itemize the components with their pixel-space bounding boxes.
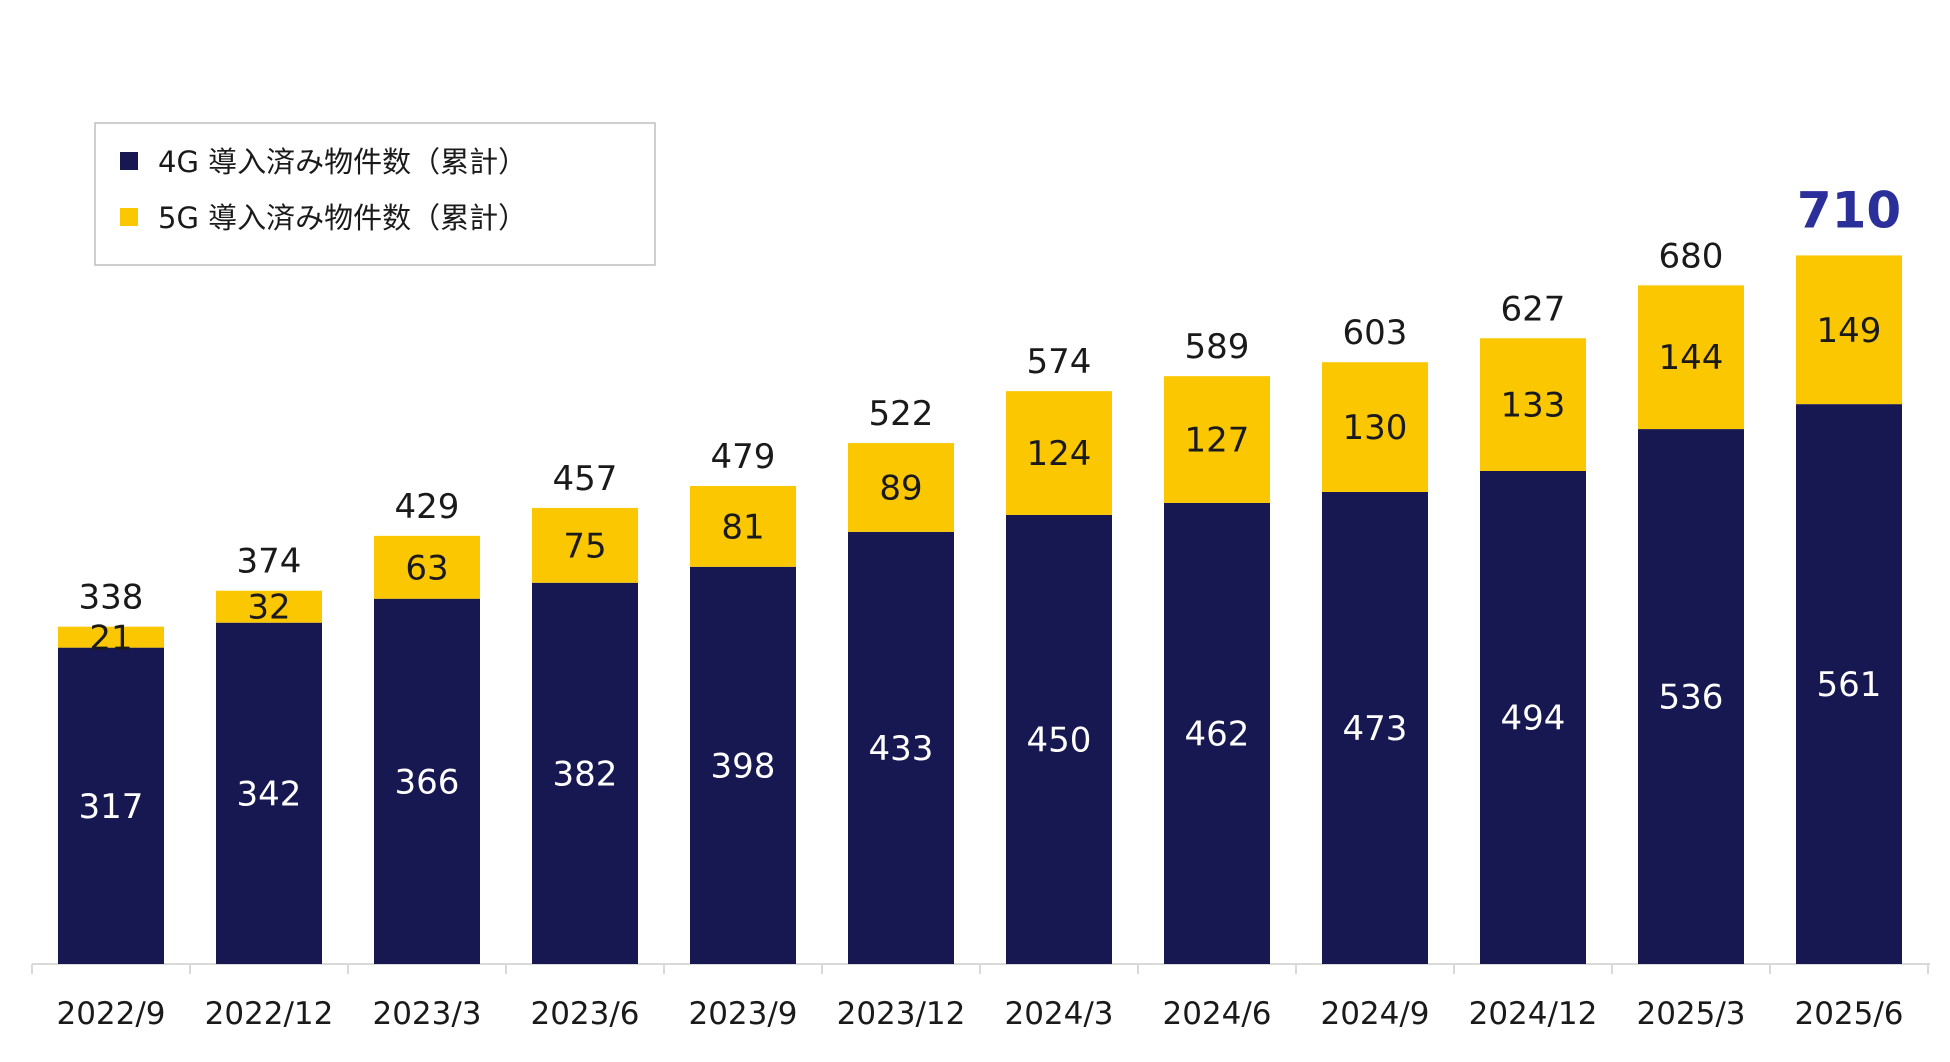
data-label-5g: 133 <box>1501 386 1566 426</box>
bar-4g <box>532 582 638 964</box>
data-label-4g: 317 <box>79 787 144 827</box>
data-label-5g: 89 <box>879 468 922 508</box>
bar-5g <box>58 626 164 648</box>
data-label-5g: 124 <box>1027 434 1092 474</box>
legend-swatch-5g <box>120 208 138 226</box>
x-axis-tick-label: 2024/12 <box>1469 996 1598 1032</box>
data-label-total: 603 <box>1343 313 1408 353</box>
bar-5g <box>1322 362 1428 492</box>
data-label-5g: 149 <box>1817 311 1882 351</box>
x-axis-ticks: 2022/9 2022/12 2023/3 2023/6 2023/9 2023/12 20… <box>31 964 1929 1032</box>
bar-5g <box>374 535 480 599</box>
data-label-total: 429 <box>395 487 460 527</box>
bar-5g <box>1164 376 1270 503</box>
bar-5g <box>1796 255 1902 405</box>
data-label-total: 710 <box>1797 181 1901 239</box>
data-label-4g: 433 <box>869 729 934 769</box>
legend-label-5g: 5G 導入済み物件数（累計） <box>158 201 527 235</box>
data-label-5g: 81 <box>721 507 764 547</box>
data-label-total: 589 <box>1185 327 1250 367</box>
data-label-4g: 473 <box>1343 709 1408 749</box>
legend: 4G 導入済み物件数（累計） 5G 導入済み物件数（累計） <box>94 122 656 266</box>
legend-swatch-4g <box>120 152 138 170</box>
data-label-total: 374 <box>237 542 302 582</box>
bar-4g <box>374 598 480 964</box>
bar-5g <box>1006 391 1112 515</box>
data-label-total: 338 <box>79 578 144 618</box>
bar-4g <box>690 566 796 964</box>
data-label-4g: 494 <box>1501 698 1566 738</box>
legend-box <box>94 122 656 266</box>
bar-4g <box>1322 491 1428 964</box>
x-axis-tick-label: 2023/6 <box>530 996 639 1032</box>
x-axis-tick-label: 2023/9 <box>688 996 797 1032</box>
data-label-5g: 127 <box>1185 421 1250 461</box>
data-label-4g: 536 <box>1659 678 1724 718</box>
data-label-5g: 63 <box>405 548 448 588</box>
x-axis-tick-label: 2024/3 <box>1004 996 1113 1032</box>
data-label-5g: 144 <box>1659 338 1724 378</box>
data-label-4g: 561 <box>1817 665 1882 705</box>
data-label-total: 680 <box>1659 236 1724 276</box>
bar-4g <box>1006 514 1112 964</box>
bar-4g <box>216 622 322 964</box>
x-axis-tick-label: 2023/3 <box>372 996 481 1032</box>
x-axis-tick-label: 2023/12 <box>837 996 966 1032</box>
bar-5g <box>1480 338 1586 471</box>
data-label-5g: 21 <box>89 619 132 659</box>
data-label-4g: 450 <box>1027 720 1092 760</box>
x-axis-tick-label: 2022/12 <box>205 996 334 1032</box>
data-label-4g: 398 <box>711 746 776 786</box>
data-label-5g: 130 <box>1343 408 1408 448</box>
bar-5g <box>216 590 322 623</box>
bar-5g <box>690 485 796 567</box>
data-label-4g: 366 <box>395 762 460 802</box>
x-axis-tick-label: 2024/9 <box>1320 996 1429 1032</box>
bar-4g <box>848 531 954 964</box>
bar-4g <box>1480 470 1586 964</box>
x-axis-tick-label: 2022/9 <box>56 996 165 1032</box>
bars-group <box>58 255 1902 964</box>
data-label-5g: 32 <box>247 588 290 628</box>
data-label-4g: 342 <box>237 774 302 814</box>
data-label-total: 457 <box>553 459 618 499</box>
bar-5g <box>848 443 954 532</box>
data-label-total: 574 <box>1027 342 1092 382</box>
bar-5g <box>532 507 638 583</box>
x-axis-tick-label: 2025/6 <box>1794 996 1903 1032</box>
bar-5g <box>1638 285 1744 430</box>
x-axis-tick-label: 2024/6 <box>1162 996 1271 1032</box>
data-label-4g: 462 <box>1185 714 1250 754</box>
data-label-total: 479 <box>711 437 776 477</box>
data-label-5g: 75 <box>563 526 606 566</box>
x-axis-tick-label: 2025/3 <box>1636 996 1745 1032</box>
data-label-4g: 382 <box>553 754 618 794</box>
bar-4g <box>58 647 164 964</box>
bar-4g <box>1796 404 1902 964</box>
data-label-total: 627 <box>1501 289 1566 329</box>
data-label-total: 522 <box>869 394 934 434</box>
legend-label-4g: 4G 導入済み物件数（累計） <box>158 145 527 179</box>
bar-4g <box>1164 502 1270 964</box>
bar-4g <box>1638 429 1744 964</box>
